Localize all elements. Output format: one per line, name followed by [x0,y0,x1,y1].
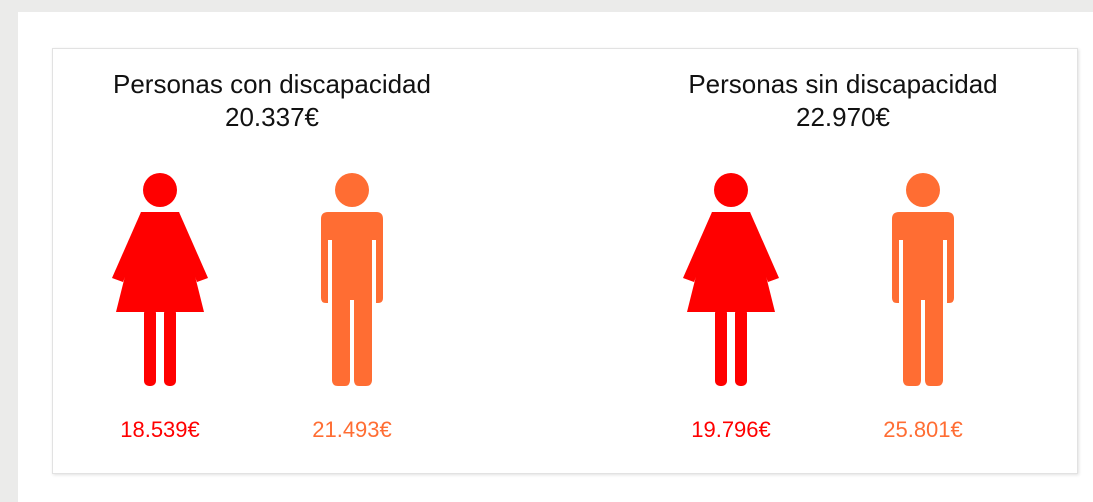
leg [164,308,176,386]
body [321,212,383,386]
panel-total: 20.337€ [225,102,320,132]
figure-man [321,173,383,386]
arm [170,212,208,282]
figure-amount: 21.493€ [312,417,392,442]
panel-title: Personas con discapacidad [113,69,431,99]
arm [741,212,779,282]
leg [735,308,747,386]
arm [112,212,150,282]
arm [683,212,721,282]
figure-woman [112,173,208,386]
leg [144,308,156,386]
head [143,173,177,207]
leg [715,308,727,386]
head [714,173,748,207]
panel-total: 22.970€ [796,102,891,132]
panel-title: Personas sin discapacidad [688,69,997,99]
figure-amount: 18.539€ [120,417,200,442]
body [892,212,954,386]
figure-man [892,173,954,386]
figure-amount: 25.801€ [883,417,963,442]
head [335,173,369,207]
figure-woman [683,173,779,386]
head [906,173,940,207]
figure-amount: 19.796€ [691,417,771,442]
